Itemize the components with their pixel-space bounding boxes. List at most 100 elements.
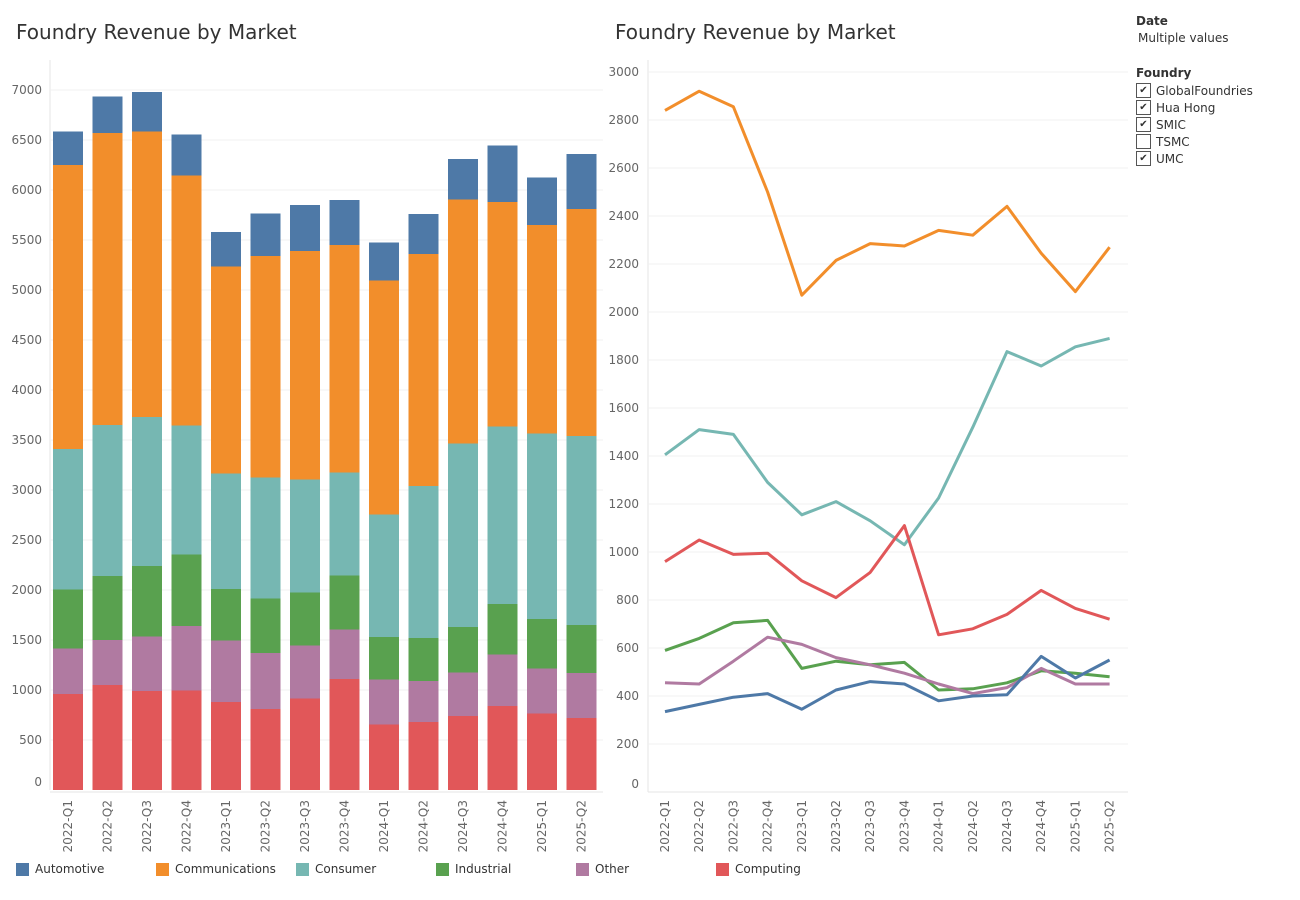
legend-label: Other (595, 862, 630, 876)
x-tick-label: 2023-Q2 (829, 800, 843, 852)
bar-segment-communications (211, 266, 241, 474)
x-tick-label: 2024-Q4 (1034, 800, 1048, 852)
bar-segment-consumer (132, 417, 162, 566)
foundry-filter-item-label: SMIC (1156, 117, 1186, 132)
bar-segment-communications (290, 251, 320, 480)
bar-segment-industrial (527, 619, 557, 669)
bar-segment-consumer (250, 477, 281, 599)
bar-segment-automotive (448, 159, 478, 200)
legend-item[interactable]: Other (576, 862, 629, 876)
legend-item[interactable]: Industrial (436, 862, 511, 876)
bar-segment-automotive (408, 214, 439, 254)
bar-segment-industrial (171, 554, 202, 626)
foundry-filter-item[interactable]: ✔ Hua Hong (1136, 99, 1253, 116)
legend-item[interactable]: Computing (716, 862, 801, 876)
bar-segment-other (487, 654, 518, 706)
foundry-filter-item[interactable]: ✔ GlobalFoundries (1136, 82, 1253, 99)
bar-segment-other (408, 681, 439, 722)
y-tick-label: 2800 (608, 113, 639, 127)
bar-segment-consumer (329, 472, 360, 576)
bar-segment-computing (408, 722, 439, 790)
checkbox[interactable]: ✔ (1136, 151, 1151, 166)
checkbox[interactable]: ✔ (1136, 117, 1151, 132)
bar-segment-industrial (487, 604, 518, 655)
foundry-filter-item-label: UMC (1156, 151, 1184, 166)
bar-segment-computing (53, 694, 83, 790)
x-tick-label: 2025-Q2 (575, 800, 589, 852)
bar-segment-consumer (448, 443, 478, 627)
foundry-filter-item[interactable]: TSMC (1136, 133, 1253, 150)
line-series-other (664, 635, 1110, 696)
foundry-filter-item[interactable]: ✔ UMC (1136, 150, 1253, 167)
y-tick-label: 4500 (11, 333, 42, 347)
y-tick-label: 3500 (11, 433, 42, 447)
bar-segment-industrial (250, 598, 281, 653)
bar-segment-automotive (290, 205, 320, 251)
bar-segment-industrial (329, 575, 360, 630)
x-tick-label: 2022-Q4 (761, 800, 775, 852)
bar-segment-automotive (250, 213, 281, 256)
bar-segment-industrial (290, 592, 320, 646)
foundry-filter-label: Foundry (1136, 66, 1192, 80)
foundry-filter: Foundry ✔ GlobalFoundries ✔ Hua Hong ✔ SMIC TS… (1136, 66, 1253, 167)
y-tick-label: 3000 (11, 483, 42, 497)
bar-segment-computing (250, 709, 281, 790)
y-tick-label: 5500 (11, 233, 42, 247)
y-tick-label: 7000 (11, 83, 42, 97)
x-tick-label: 2022-Q1 (658, 800, 672, 852)
legend-item[interactable]: Automotive (16, 862, 104, 876)
foundry-filter-item-label: Hua Hong (1156, 100, 1216, 115)
legend-label: Communications (175, 862, 276, 876)
bar-segment-other (53, 648, 83, 694)
checkbox[interactable]: ✔ (1136, 83, 1151, 98)
date-filter-value[interactable]: Multiple values (1138, 31, 1229, 45)
bar-segment-industrial (566, 625, 597, 673)
foundry-filter-item[interactable]: ✔ SMIC (1136, 116, 1253, 133)
x-tick-label: 2023-Q4 (897, 800, 911, 852)
y-tick-label: 1000 (11, 683, 42, 697)
x-tick-label: 2023-Q1 (219, 800, 233, 852)
bar-segment-computing (527, 713, 557, 790)
bar-segment-communications (369, 280, 399, 515)
x-tick-label: 2023-Q2 (259, 800, 273, 852)
bar-segment-consumer (566, 436, 597, 625)
bar-segment-computing (448, 716, 478, 790)
x-tick-label: 2023-Q1 (795, 800, 809, 852)
y-tick-label: 0 (34, 775, 42, 789)
legend-item[interactable]: Consumer (296, 862, 376, 876)
y-tick-label: 1500 (11, 633, 42, 647)
x-tick-label: 2024-Q1 (377, 800, 391, 852)
bar-segment-communications (92, 133, 123, 425)
legend-item[interactable]: Communications (156, 862, 276, 876)
y-tick-label: 2200 (608, 257, 639, 271)
bar-segment-industrial (53, 589, 83, 649)
y-tick-label: 1400 (608, 449, 639, 463)
x-tick-label: 2024-Q3 (456, 800, 470, 852)
y-tick-label: 2000 (608, 305, 639, 319)
y-tick-label: 400 (616, 689, 639, 703)
bar-segment-automotive (132, 92, 162, 132)
line-series-computing (664, 524, 1111, 637)
bar-segment-communications (250, 256, 281, 478)
bar-segment-communications (527, 225, 557, 434)
y-tick-label: 6500 (11, 133, 42, 147)
y-tick-label: 3000 (608, 65, 639, 79)
bar-segment-industrial (132, 566, 162, 637)
bar-segment-other (329, 629, 360, 679)
date-filter[interactable]: Date Multiple values (1136, 14, 1229, 45)
bar-segment-consumer (408, 486, 439, 638)
bar-segment-automotive (527, 177, 557, 225)
x-tick-label: 2024-Q4 (496, 800, 510, 852)
legend-label: Computing (735, 862, 801, 876)
bar-segment-automotive (211, 232, 241, 267)
checkbox[interactable] (1136, 134, 1151, 149)
checkbox[interactable]: ✔ (1136, 100, 1151, 115)
legend-label: Industrial (455, 862, 512, 876)
x-tick-label: 2025-Q1 (1068, 800, 1082, 852)
legend-swatch (296, 862, 309, 876)
bar-segment-automotive (171, 134, 202, 176)
legend-swatch (576, 862, 589, 876)
x-tick-label: 2022-Q2 (101, 800, 115, 852)
y-tick-label: 1600 (608, 401, 639, 415)
bar-segment-other (566, 673, 597, 718)
